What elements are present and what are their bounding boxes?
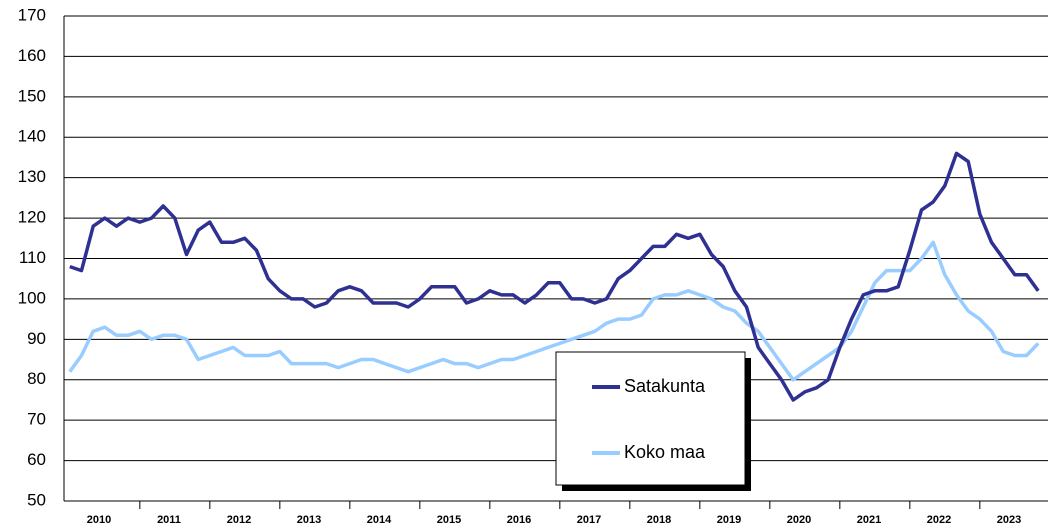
y-tick-label: 80 bbox=[27, 369, 46, 388]
x-tick-label: 2016 bbox=[507, 514, 531, 526]
x-tick-label: 2011 bbox=[157, 514, 181, 526]
x-tick-label: 2013 bbox=[297, 514, 321, 526]
x-tick-label: 2020 bbox=[787, 514, 811, 526]
legend bbox=[555, 351, 746, 486]
y-tick-label: 110 bbox=[19, 248, 46, 267]
y-tick-label: 90 bbox=[27, 329, 46, 348]
x-tick-label: 2012 bbox=[227, 514, 251, 526]
y-tick-label: 160 bbox=[18, 46, 46, 65]
legend-label: Satakunta bbox=[624, 376, 706, 396]
y-tick-label: 120 bbox=[18, 208, 46, 227]
y-tick-label: 70 bbox=[27, 410, 46, 429]
series-line bbox=[69, 151, 1040, 402]
y-tick-label: 60 bbox=[27, 450, 46, 469]
y-tick-label: 130 bbox=[18, 167, 46, 186]
x-tick-label: 2010 bbox=[87, 514, 111, 526]
x-tick-label: 2019 bbox=[717, 514, 741, 526]
x-tick-label: 2015 bbox=[437, 514, 461, 526]
x-tick-label: 2017 bbox=[577, 514, 601, 526]
y-tick-label: 150 bbox=[18, 86, 46, 105]
x-tick-label: 2022 bbox=[927, 514, 951, 526]
y-tick-label: 170 bbox=[18, 5, 46, 24]
x-tick-label: 2023 bbox=[997, 514, 1021, 526]
y-tick-label: 100 bbox=[18, 288, 46, 307]
x-tick-label: 2018 bbox=[647, 514, 671, 526]
x-tick-label: 2021 bbox=[857, 514, 881, 526]
y-tick-label: 50 bbox=[27, 490, 46, 509]
series-line bbox=[68, 240, 1040, 382]
x-tick-label: 2014 bbox=[367, 514, 392, 526]
y-tick-label: 140 bbox=[18, 127, 46, 146]
legend-label: Koko maa bbox=[624, 442, 706, 462]
